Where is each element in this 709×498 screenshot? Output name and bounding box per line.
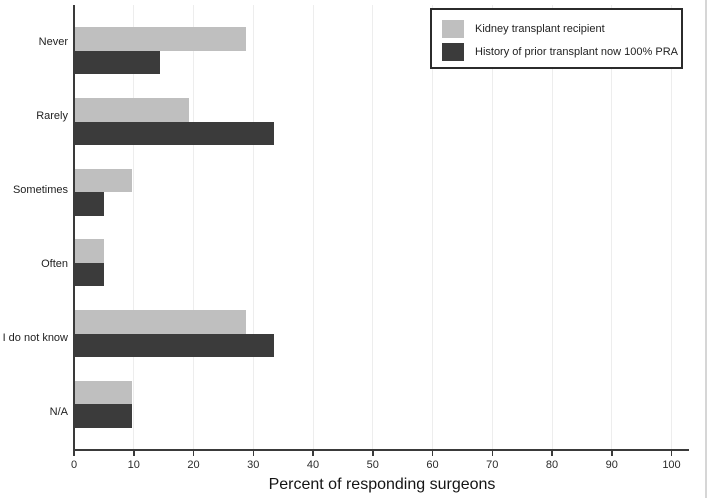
x-tick <box>431 450 434 456</box>
category-label-i-do-not-know: I do not know <box>2 332 68 344</box>
bar-history-i-do-not-know <box>75 333 274 358</box>
legend-item-kidney-recipient: Kidney transplant recipient <box>442 20 681 38</box>
x-tick-label: 80 <box>545 459 559 471</box>
category-label-sometimes: Sometimes <box>12 184 68 196</box>
x-axis-title: Percent of responding surgeons <box>268 476 496 493</box>
gridline <box>671 5 672 449</box>
x-tick <box>551 450 553 456</box>
category-label-often: Often <box>41 258 68 270</box>
bar-kidney-never <box>75 27 246 51</box>
gridline <box>312 5 314 449</box>
x-tick-label: 100 <box>662 459 681 471</box>
bar-kidney-i-do-not-know <box>75 310 246 334</box>
x-tick-label: 70 <box>486 459 499 471</box>
x-tick-label: 90 <box>605 459 618 471</box>
x-tick-label: 60 <box>426 459 439 471</box>
legend-item-prior-transplant-pra: History of prior transplant now 100% PRA <box>442 43 681 61</box>
legend-label: History of prior transplant now 100% PRA <box>475 46 678 58</box>
x-tick <box>491 450 493 456</box>
bar-kidney-sometimes <box>75 168 132 193</box>
category-label-never: Never <box>38 36 68 48</box>
bar-kidney-often <box>75 239 104 263</box>
bar-kidney-rarely <box>75 98 189 122</box>
gridline <box>611 5 613 449</box>
x-tick <box>133 450 135 456</box>
category-label-rarely: Rarely <box>36 110 68 122</box>
bar-history-rarely <box>75 121 274 146</box>
bar-history-often <box>75 262 104 287</box>
x-tick-label: 40 <box>306 459 320 471</box>
gridline <box>551 5 553 449</box>
gridline <box>491 5 493 449</box>
x-axis-line <box>73 449 690 451</box>
category-label-n-a: N/A <box>49 406 68 418</box>
x-tick <box>73 450 75 456</box>
gridline <box>432 5 433 449</box>
x-tick-label: 0 <box>70 459 78 471</box>
gridline <box>193 5 194 449</box>
gridline <box>372 5 374 449</box>
gridline <box>133 5 135 449</box>
bar-history-sometimes <box>75 192 104 216</box>
x-tick <box>670 450 673 456</box>
x-tick-label: 50 <box>366 459 379 471</box>
x-tick <box>192 450 195 456</box>
x-tick <box>252 450 254 456</box>
legend: Kidney transplant recipient History of p… <box>430 8 683 69</box>
y-axis-line <box>73 5 75 450</box>
legend-label: Kidney transplant recipient <box>475 23 605 35</box>
legend-swatch-dark <box>442 43 464 61</box>
x-tick-label: 10 <box>127 459 140 471</box>
bar-history-never <box>75 50 161 75</box>
bar-history-n-a <box>75 404 132 428</box>
x-tick-label: 30 <box>247 459 260 471</box>
figure-right-edge <box>705 0 707 498</box>
gridline <box>252 5 254 449</box>
x-tick <box>372 450 374 456</box>
bar-kidney-n-a <box>75 380 132 405</box>
x-tick <box>611 450 613 456</box>
x-tick <box>312 450 314 456</box>
x-tick-label: 20 <box>187 459 200 471</box>
legend-swatch-light <box>442 20 464 38</box>
